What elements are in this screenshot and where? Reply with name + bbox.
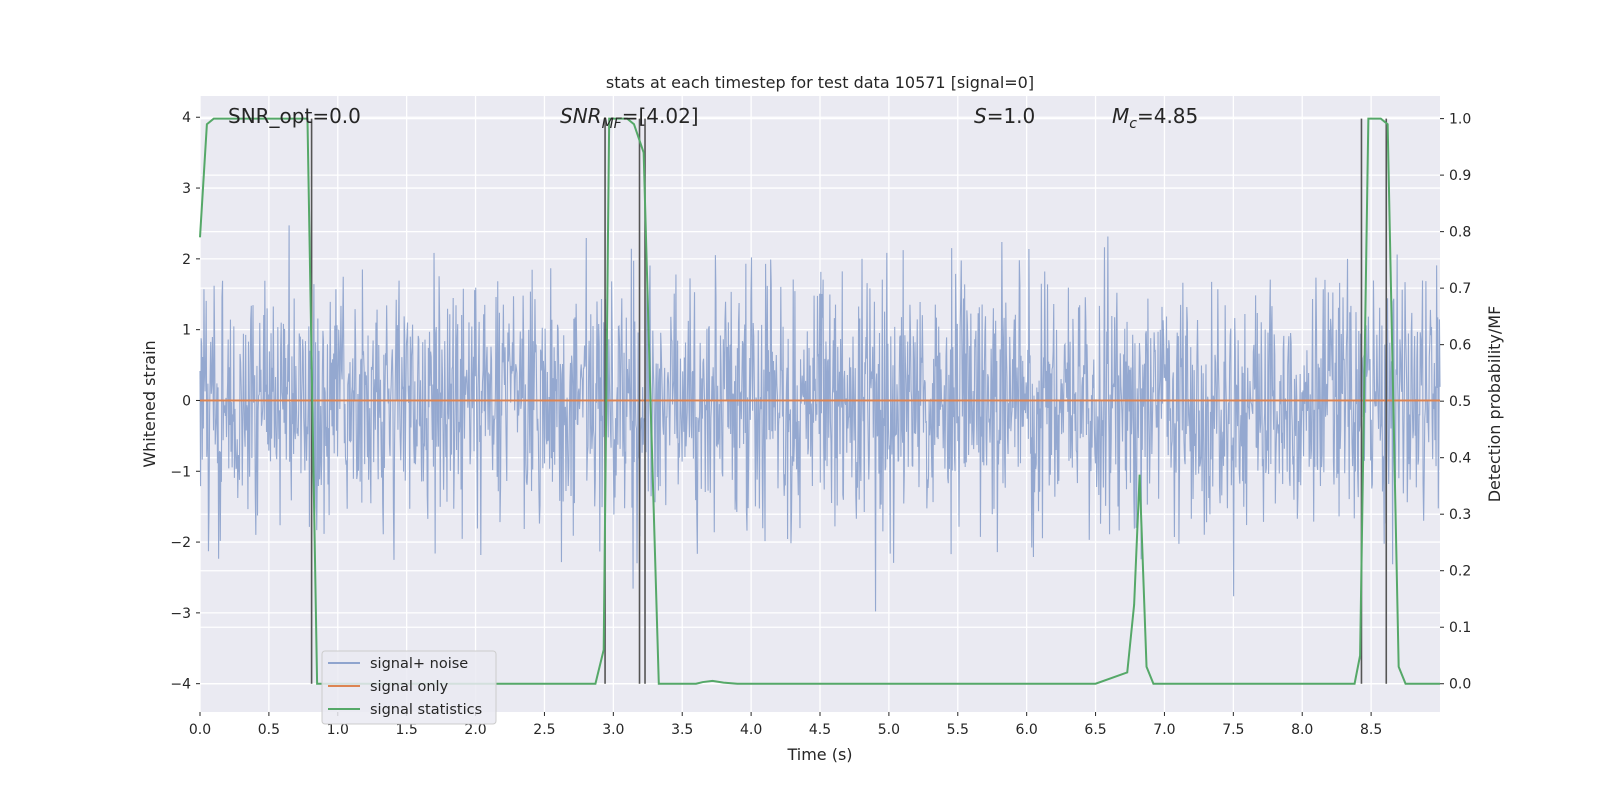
x-tick-label: 1.5 xyxy=(396,722,418,738)
y-axis-right-label: Detection probability/MF xyxy=(1485,306,1504,503)
x-tick-label: 2.0 xyxy=(464,722,486,738)
chart-title: stats at each timestep for test data 105… xyxy=(606,73,1034,92)
y-tick-label: 1 xyxy=(182,323,191,339)
y-right-tick-label: 0.1 xyxy=(1449,620,1471,636)
y-right-tick-label: 0.6 xyxy=(1449,338,1471,354)
y-tick-label: 2 xyxy=(182,252,191,268)
y-axis-label: Whitened strain xyxy=(140,340,159,467)
y-right-tick-label: 0.8 xyxy=(1449,225,1471,241)
mc-sub: c xyxy=(1129,116,1137,132)
x-tick-label: 8.0 xyxy=(1291,722,1313,738)
y-tick-label: 4 xyxy=(182,110,191,126)
y-right-tick-label: 0.9 xyxy=(1449,168,1471,184)
snr-mf-value: =[4.02] xyxy=(622,104,699,128)
x-tick-label: 4.5 xyxy=(809,722,831,738)
x-tick-label: 0.0 xyxy=(189,722,211,738)
x-tick-label: 4.0 xyxy=(740,722,762,738)
y-tick-label: 0 xyxy=(182,393,191,409)
y-tick-label: −1 xyxy=(170,464,191,480)
x-tick-label: 6.0 xyxy=(1016,722,1038,738)
y-right-tick-label: 0.7 xyxy=(1449,281,1471,297)
mc-annotation: Mc=4.85 xyxy=(1112,104,1198,132)
y-right-tick-label: 0.4 xyxy=(1449,451,1471,467)
legend-label-signal-noise: signal+ noise xyxy=(370,656,468,672)
s-base: S xyxy=(974,104,987,128)
y-tick-label: −2 xyxy=(170,535,191,551)
signal-noise-line xyxy=(199,225,1441,612)
x-tick-label: 5.5 xyxy=(947,722,969,738)
y-right-tick-label: 1.0 xyxy=(1449,112,1471,128)
x-tick-label: 3.0 xyxy=(602,722,624,738)
y-tick-label: −4 xyxy=(170,677,191,693)
legend: signal+ noise signal only signal statist… xyxy=(321,650,497,725)
legend-box xyxy=(321,650,497,725)
snr-mf-annotation: SNRMF=[4.02] xyxy=(560,104,699,132)
x-tick-label: 1.0 xyxy=(327,722,349,738)
x-tick-label: 3.5 xyxy=(671,722,693,738)
signal-noise-series xyxy=(199,225,1441,612)
mc-base: M xyxy=(1112,104,1129,128)
legend-label-signal-statistics: signal statistics xyxy=(370,702,482,718)
snr-opt-annotation: SNR_opt=0.0 xyxy=(228,104,361,128)
s-value: =1.0 xyxy=(987,104,1036,128)
x-tick-label: 0.5 xyxy=(258,722,280,738)
snr-mf-base: SNR xyxy=(560,104,602,128)
s-annotation: S=1.0 xyxy=(974,104,1035,128)
snr-mf-sub: MF xyxy=(602,116,623,132)
y-right-tick-label: 0.0 xyxy=(1449,677,1471,693)
x-tick-label: 8.5 xyxy=(1360,722,1382,738)
x-tick-label: 2.5 xyxy=(533,722,555,738)
x-tick-label: 6.5 xyxy=(1084,722,1106,738)
y-right-tick-label: 0.3 xyxy=(1449,507,1471,523)
legend-label-signal-only: signal only xyxy=(370,679,449,695)
mc-value: =4.85 xyxy=(1137,104,1198,128)
x-tick-label: 7.5 xyxy=(1222,722,1244,738)
x-tick-label: 7.0 xyxy=(1153,722,1175,738)
x-tick-label: 5.0 xyxy=(878,722,900,738)
signal-statistics-series xyxy=(199,117,1440,685)
y-right-tick-label: 0.5 xyxy=(1449,394,1471,410)
axis-ticks: 0.0 0.5 1.0 1.5 2.0 2.5 3.0 3.5 4.0 4.5 5.0 5.5 6.0 6… xyxy=(170,110,1471,738)
x-axis-label: Time (s) xyxy=(786,745,852,764)
y-tick-label: −3 xyxy=(170,606,191,622)
y-tick-label: 3 xyxy=(182,181,191,197)
y-right-tick-label: 0.2 xyxy=(1449,564,1471,580)
signal-statistics-line xyxy=(199,117,1440,685)
